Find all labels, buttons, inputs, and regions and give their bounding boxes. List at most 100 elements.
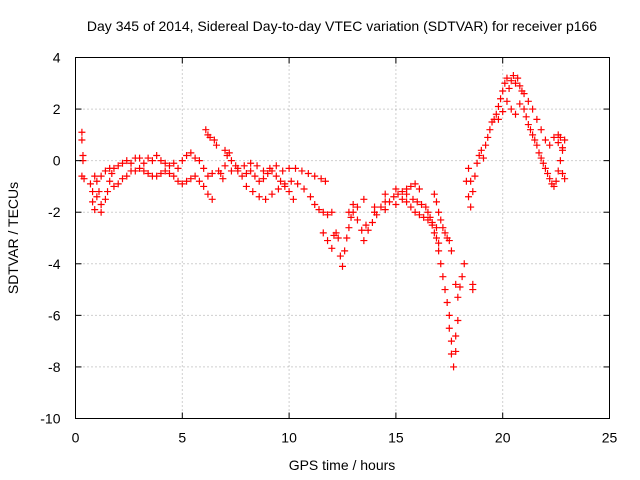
data-point [118,159,126,167]
data-point [110,164,118,172]
data-point [195,177,203,185]
data-point [206,133,214,141]
data-point [546,175,554,183]
data-point [174,164,182,172]
data-point [97,208,105,216]
data-point [345,208,353,216]
data-point [522,113,530,121]
data-point [360,237,368,245]
data-point [321,177,329,185]
grid-lines [75,57,610,419]
data-point [516,100,524,108]
data-point [398,188,406,196]
data-point [217,170,225,178]
data-point [520,90,528,98]
data-point [178,180,186,188]
data-point [95,188,103,196]
y-tick-label: 2 [53,101,61,117]
y-tick-label: 0 [53,153,61,169]
data-point [465,164,473,172]
data-point [473,159,481,167]
data-point [298,167,306,175]
data-point [561,136,569,144]
x-tick-label: 0 [72,430,80,446]
data-point [212,141,220,149]
data-point [394,190,402,198]
data-point [300,185,308,193]
data-point [424,208,432,216]
data-point [544,170,552,178]
data-point [208,170,216,178]
data-point [204,172,212,180]
data-point [439,224,447,232]
data-point [259,175,267,183]
data-point [266,164,274,172]
data-point [398,195,406,203]
data-point [343,234,351,242]
data-point [264,170,272,178]
data-point [249,188,257,196]
data-point [465,193,473,201]
data-point [319,229,327,237]
data-point [161,167,169,175]
y-tick-label: -10 [40,411,60,427]
data-point [529,105,537,113]
x-tick-label: 20 [495,430,511,446]
data-point [174,177,182,185]
data-point [78,136,86,144]
data-point [452,332,460,340]
data-point [494,115,502,123]
data-point [144,154,152,162]
data-point [255,193,263,201]
data-point [324,237,332,245]
data-point [475,151,483,159]
y-tick-label: -6 [48,307,61,323]
data-point [89,188,97,196]
data-point [552,177,560,185]
data-point [469,188,477,196]
data-point [454,293,462,301]
data-point [432,224,440,232]
data-point [319,208,327,216]
data-point [262,195,270,203]
data-point [445,237,453,245]
data-point [537,154,545,162]
data-point [556,157,564,165]
data-point [460,260,468,268]
data-point [437,260,445,268]
data-point [200,182,208,190]
data-point [432,234,440,242]
data-point [339,262,346,270]
x-tick-label: 15 [388,430,404,446]
data-point [170,172,178,180]
data-point [78,128,86,136]
chart-title: Day 345 of 2014, Sidereal Day-to-day VTE… [87,18,597,34]
data-point [443,298,451,306]
data-point [554,139,562,147]
data-point [317,175,325,183]
data-point [428,221,436,229]
data-point [255,177,263,185]
data-point [507,105,515,113]
data-point [204,190,212,198]
data-point [191,154,199,162]
data-point [360,195,368,203]
data-point [526,126,534,134]
data-point [441,229,449,237]
data-point [272,172,280,180]
data-point [315,206,323,214]
data-point [136,164,144,172]
y-axis-label: SDTVAR / TECUs [5,182,21,294]
data-point [420,213,428,221]
data-point [531,136,539,144]
data-point [550,182,558,190]
data-point [210,136,218,144]
data-point [136,154,144,162]
data-point [153,151,161,159]
data-point [447,350,455,358]
data-point [411,180,419,188]
data-point [437,216,445,224]
data-point [97,200,105,208]
data-point [304,170,312,178]
